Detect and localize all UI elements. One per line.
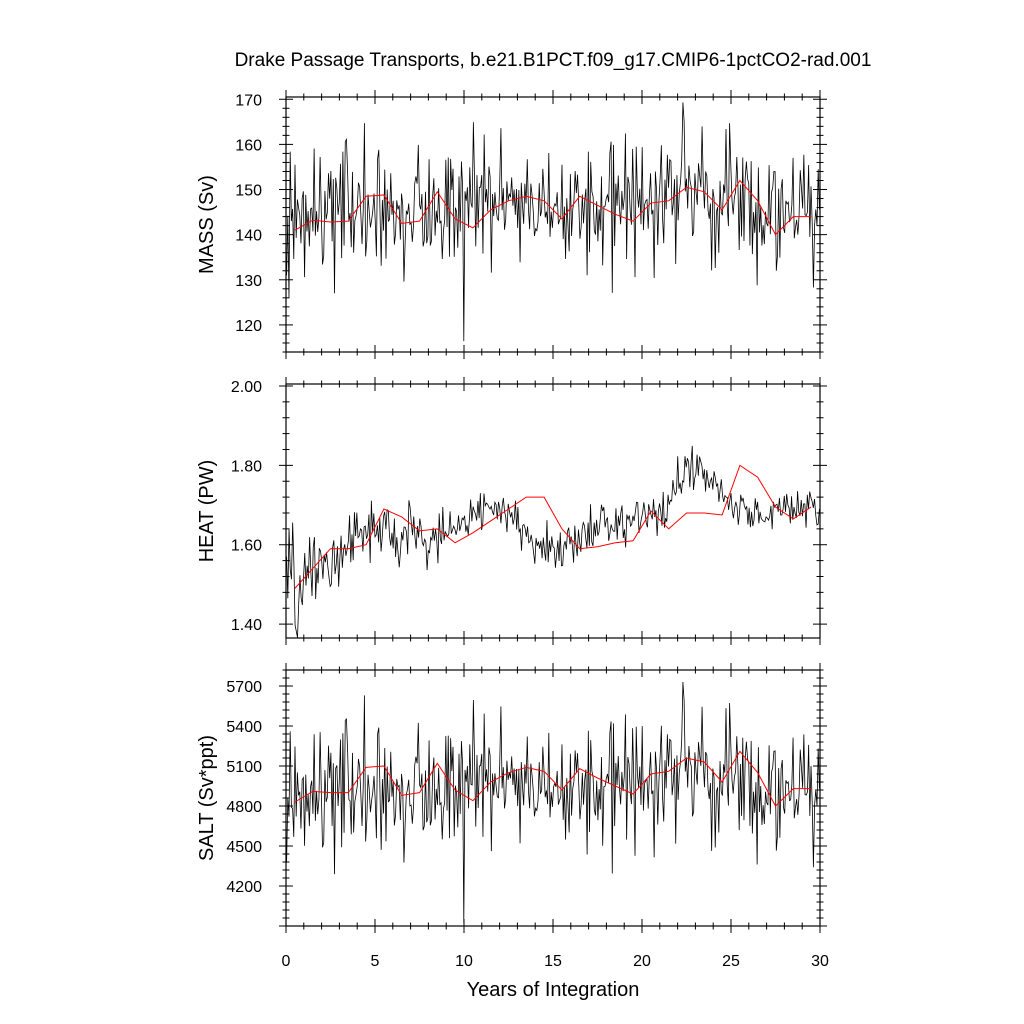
x-tick-label: 25 [722,953,740,970]
y-tick-label: 120 [235,318,262,335]
series-line-monthly [286,445,820,638]
y-ticks [279,669,827,927]
y-tick-label: 170 [235,92,262,109]
y-tick-label: 160 [235,137,262,154]
x-tick-label: 20 [633,953,651,970]
y-tick-label: 1.40 [231,617,262,634]
y-axis-title: HEAT (PW) [196,460,218,563]
y-ticks [279,98,827,353]
series-line-annual [294,464,812,589]
series-line-annual [294,750,812,807]
y-tick-label: 5700 [226,679,262,696]
y-axis-title: SALT (Sv*ppt) [196,735,218,861]
series-line-monthly [286,102,820,342]
x-ticks [285,663,821,933]
panel-3: 4200 4500 4800 5100 5400 5700 SALT (Sv*ppt) [196,663,827,933]
y-tick-label: 4500 [226,839,262,856]
x-tick-labels: 0 5 10 15 20 25 30 [282,953,829,970]
y-tick-label: 150 [235,183,262,200]
x-tick-label: 15 [544,953,562,970]
x-axis-title: Years of Integration [467,979,640,1001]
panel-2: 1.40 1.60 1.80 2.00 HEAT (PW) [196,377,827,645]
y-tick-label: 4800 [226,799,262,816]
x-ticks [285,90,821,359]
y-tick-label: 130 [235,273,262,290]
x-ticks [285,377,821,645]
chart-title: Drake Passage Transports, b.e21.B1PCT.f0… [235,50,872,71]
series-line-annual [294,179,812,236]
y-tick-label: 5400 [226,719,262,736]
x-tick-label: 10 [455,953,473,970]
y-tick-label: 140 [235,228,262,245]
y-ticks [279,385,827,625]
x-tick-label: 0 [282,953,291,970]
y-tick-label: 1.60 [231,538,262,555]
y-axis-title: MASS (Sv) [196,175,218,274]
y-tick-label: 2.00 [231,379,262,396]
y-tick-label: 5100 [226,759,262,776]
panel-1: 120 130 140 150 160 170 MASS (Sv) [196,90,827,359]
x-tick-label: 30 [811,953,829,970]
y-tick-label: 4200 [226,879,262,896]
panels-layer: 120 130 140 150 160 170 MASS (Sv) 1.40 1.60 1.80 2… [196,90,827,933]
y-tick-label: 1.80 [231,458,262,475]
x-tick-label: 5 [371,953,380,970]
series-line-monthly [286,681,820,924]
